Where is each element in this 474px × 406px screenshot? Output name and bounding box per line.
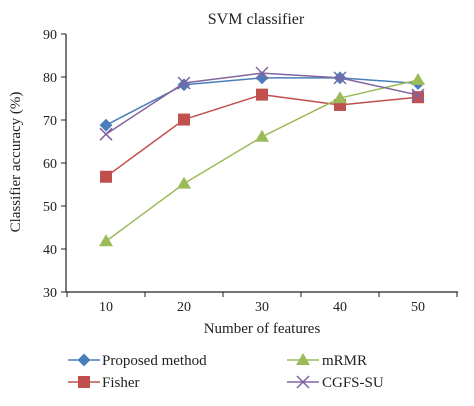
data-point-proposed-method — [99, 118, 113, 132]
data-point-mrmr — [255, 129, 269, 142]
data-point-mrmr — [411, 73, 425, 86]
y-tick-label: 60 — [43, 157, 57, 172]
x-tick-label: 40 — [333, 300, 347, 315]
y-tick-label: 80 — [43, 71, 57, 86]
legend-item-cgfs-su: CGFS-SU — [287, 375, 384, 391]
data-point-cgfs-su — [99, 127, 113, 141]
data-point-cgfs-su — [333, 71, 347, 85]
series-layer — [99, 66, 425, 247]
y-tick-label: 30 — [43, 286, 57, 301]
data-point-cgfs-su — [411, 88, 425, 102]
x-tick-label: 50 — [411, 300, 425, 315]
legend-marker-cgfs-su — [296, 375, 310, 389]
data-point-fisher — [178, 113, 190, 126]
legend-marker-mrmr — [296, 353, 310, 365]
legend-label-cgfs-su: CGFS-SU — [322, 375, 384, 391]
data-point-fisher — [100, 170, 112, 183]
x-axis-title: Number of features — [204, 321, 321, 337]
series-cgfs-su — [99, 66, 425, 141]
data-point-mrmr — [333, 91, 347, 104]
legend-item-proposed-method: Proposed method — [68, 353, 207, 369]
y-axis-title: Classifier accuracy (%) — [8, 92, 24, 233]
legend-marker-fisher — [78, 376, 90, 388]
data-point-cgfs-su — [177, 76, 191, 90]
x-tick-label: 20 — [177, 300, 191, 315]
series-mrmr — [99, 73, 425, 247]
x-tick-label: 10 — [99, 300, 113, 315]
legend-item-mrmr: mRMR — [287, 353, 367, 369]
legend-label-mrmr: mRMR — [322, 353, 367, 369]
y-tick-label: 50 — [43, 200, 57, 215]
legend-label-proposed-method: Proposed method — [102, 353, 207, 369]
data-point-proposed-method — [255, 71, 269, 85]
y-tick-label: 40 — [43, 243, 57, 258]
y-tick-label: 70 — [43, 114, 57, 129]
y-tick-label: 90 — [43, 28, 57, 43]
axes: 30 40 50 60 70 80 90 10 20 30 40 50 — [43, 28, 458, 315]
legend: Proposed method Fisher mRMR CGFS-SU — [68, 353, 384, 391]
data-point-fisher — [412, 91, 424, 104]
legend-label-fisher: Fisher — [102, 375, 140, 391]
chart-title: SVM classifier — [208, 11, 305, 28]
data-point-mrmr — [177, 176, 191, 189]
data-point-mrmr — [99, 234, 113, 247]
legend-item-fisher: Fisher — [68, 375, 140, 391]
x-tick-label: 30 — [255, 300, 269, 315]
data-point-cgfs-su — [255, 66, 269, 80]
data-point-fisher — [256, 88, 268, 101]
legend-marker-proposed-method — [77, 353, 91, 367]
